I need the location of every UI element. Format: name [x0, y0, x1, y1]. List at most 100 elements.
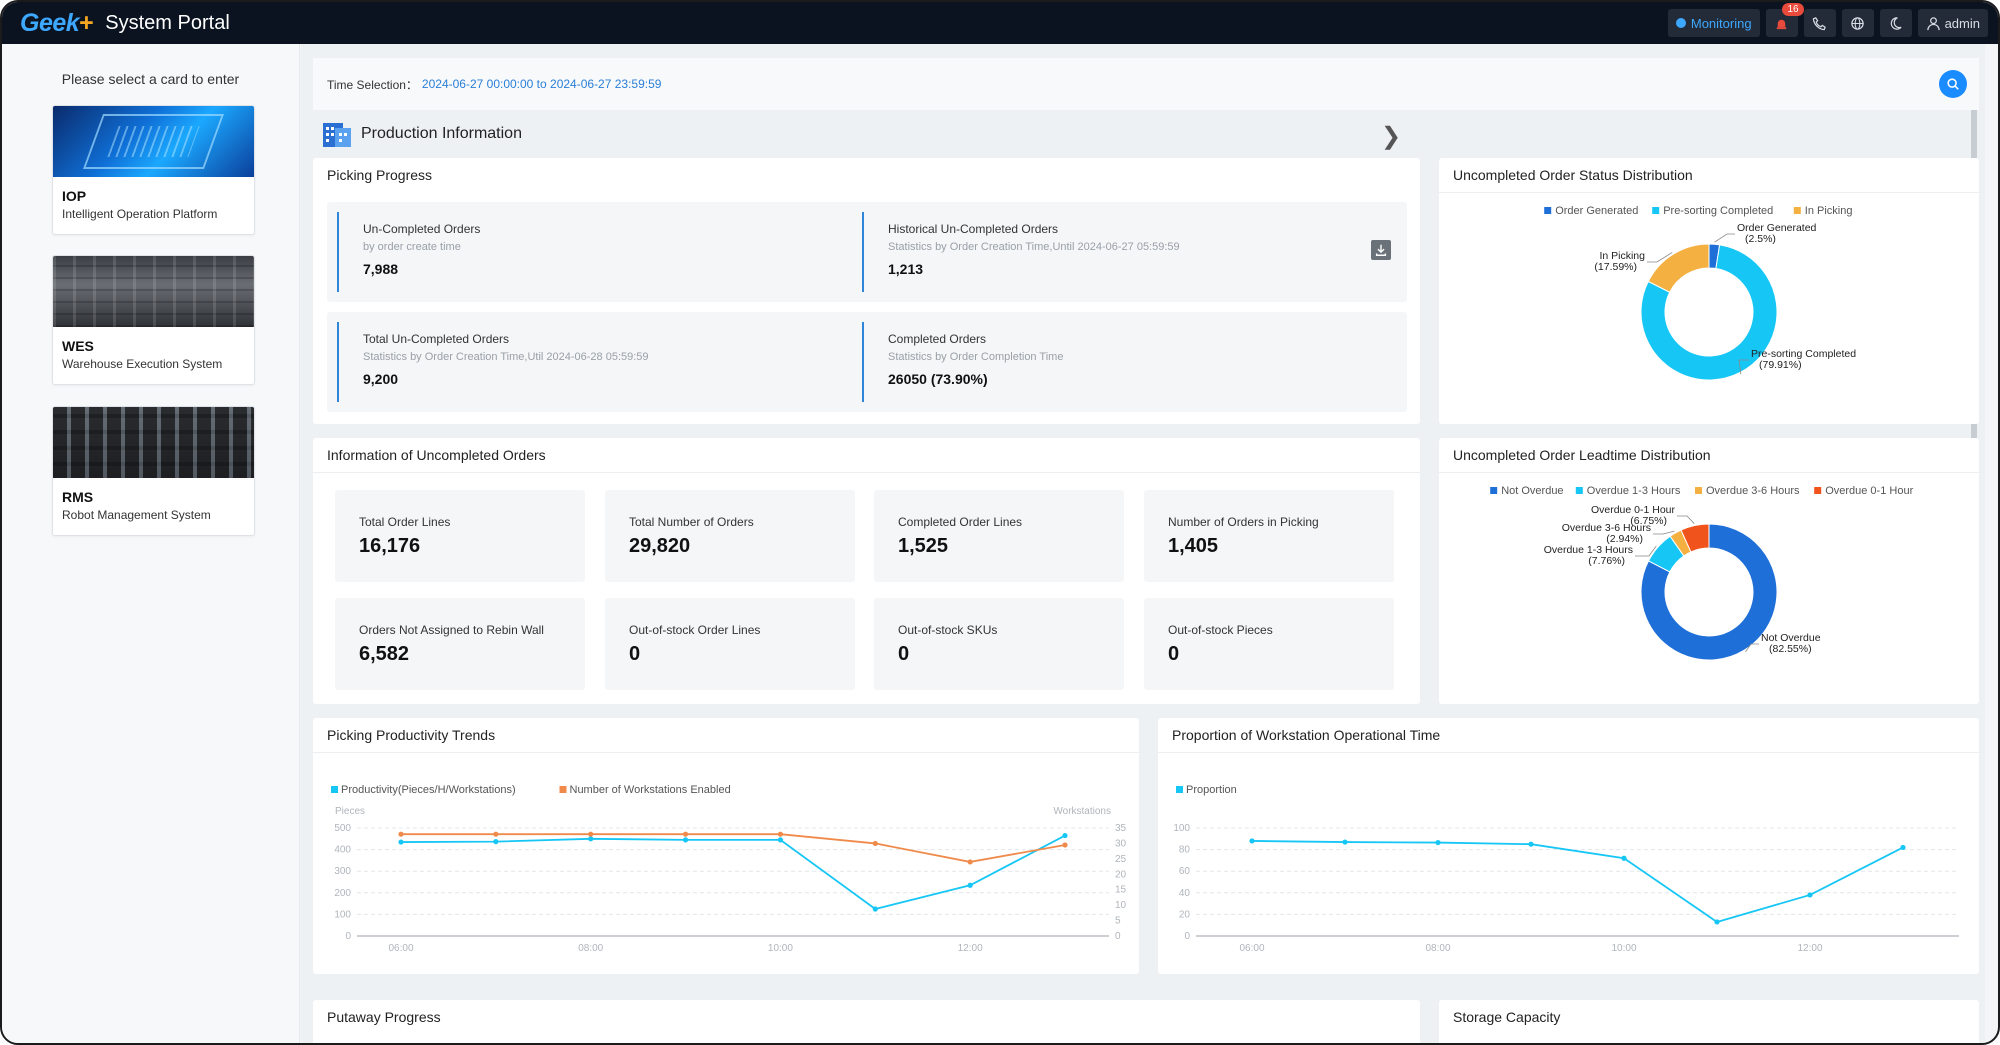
data-point[interactable]	[872, 906, 878, 912]
legend-marker[interactable]	[1695, 487, 1702, 494]
legend-marker[interactable]	[1652, 207, 1660, 214]
y2-tick-label: 15	[1115, 885, 1127, 896]
panel-title: Information of Uncompleted Orders	[327, 447, 546, 463]
data-point[interactable]	[588, 836, 594, 842]
search-button[interactable]	[1939, 70, 1967, 98]
donut-slice[interactable]	[1680, 523, 1710, 553]
stat-title: Historical Un-Completed Orders	[888, 222, 1059, 236]
leadtime-donut-chart: Not Overdue Overdue 1-3 Hours Overdue 3-6 …	[1490, 485, 1914, 661]
legend-marker[interactable]	[1814, 487, 1822, 494]
data-point[interactable]	[398, 831, 404, 837]
legend-label[interactable]: Overdue 0-1 Hour	[1825, 485, 1913, 497]
data-point[interactable]	[872, 840, 878, 847]
legend-label[interactable]: Overdue 3-6 Hours	[1706, 485, 1800, 497]
donut-slice[interactable]	[1640, 523, 1778, 661]
data-point[interactable]	[1621, 855, 1627, 861]
slice-label: Overdue 3-6 Hours	[1562, 522, 1651, 534]
data-point[interactable]	[1062, 832, 1068, 839]
time-selection-value[interactable]: 2024-06-27 00:00:00 to 2024-06-27 23:59:…	[421, 77, 662, 91]
data-point[interactable]	[1528, 841, 1534, 847]
data-point[interactable]	[967, 859, 973, 865]
legend-marker[interactable]	[1575, 487, 1583, 494]
data-point[interactable]	[777, 831, 784, 837]
slice-percent: (7.76%)	[1588, 555, 1625, 567]
stat-historical-uncompleted: Historical Un-Completed Orders Statistic…	[862, 212, 1382, 292]
data-point[interactable]	[1807, 892, 1813, 898]
legend-label[interactable]: Overdue 1-3 Hours	[1587, 485, 1681, 497]
panel-divider	[313, 752, 1139, 753]
metric-value: 16,176	[359, 535, 421, 557]
proportion-panel: Proportion of Workstation Operational Ti…	[1158, 718, 1979, 974]
phone-button[interactable]	[1803, 9, 1836, 37]
donut-slice[interactable]	[1647, 243, 1710, 293]
chevron-right-icon[interactable]: ❯	[1381, 123, 1402, 150]
label-leader	[1647, 252, 1673, 263]
legend-marker[interactable]	[1544, 207, 1552, 214]
picking-progress-row: Un-Completed Orders by order create time…	[327, 202, 1407, 302]
app-title: System Portal	[105, 11, 230, 34]
legend-marker[interactable]	[1176, 786, 1183, 793]
legend-label[interactable]: In Picking	[1805, 205, 1853, 217]
theme-toggle-button[interactable]	[1879, 9, 1912, 37]
metric-total-orders: Total Number of Orders 29,820	[605, 490, 855, 582]
slice-percent: (79.91%)	[1759, 359, 1802, 371]
user-menu-button[interactable]: admin	[1917, 9, 1988, 37]
slice-percent: (17.59%)	[1594, 261, 1637, 273]
status-distribution-panel: Uncompleted Order Status Distribution Or…	[1439, 158, 1979, 424]
donut-slice[interactable]	[1640, 244, 1778, 381]
monitoring-button[interactable]: Monitoring	[1667, 9, 1760, 37]
y-tick-label: 300	[334, 866, 351, 877]
production-info-header[interactable]: Production Information ❯	[313, 114, 1979, 154]
legend-label[interactable]: Not Overdue	[1501, 485, 1563, 497]
stat-title: Completed Orders	[888, 332, 987, 346]
panel-title: Picking Productivity Trends	[327, 727, 496, 743]
y-tick-label: 500	[334, 823, 351, 834]
metric-oos-skus: Out-of-stock SKUs 0	[874, 598, 1124, 690]
data-point[interactable]	[682, 831, 689, 837]
data-point[interactable]	[493, 831, 499, 837]
legend-label[interactable]: Number of Workstations Enabled	[570, 784, 731, 796]
legend-marker[interactable]	[331, 786, 338, 793]
slice-label: Order Generated	[1737, 222, 1817, 234]
iop-image	[53, 106, 254, 177]
series-line[interactable]	[1251, 840, 1904, 923]
metric-total-order-lines: Total Order Lines 16,176	[335, 490, 585, 582]
building-icon	[323, 123, 351, 147]
data-point[interactable]	[1714, 919, 1720, 925]
download-button[interactable]	[1371, 240, 1391, 260]
card-iop[interactable]: IOP Intelligent Operation Platform	[52, 105, 255, 235]
phone-icon	[1812, 16, 1826, 30]
language-button[interactable]	[1841, 9, 1874, 37]
data-point[interactable]	[1342, 839, 1348, 845]
y-axis-unit: Pieces	[335, 806, 365, 817]
legend-label[interactable]: Productivity(Pieces/H/Workstations)	[341, 784, 516, 796]
logo[interactable]: Geek+	[20, 8, 94, 37]
legend-marker[interactable]	[1793, 207, 1801, 214]
legend-marker[interactable]	[559, 786, 567, 793]
legend-label[interactable]: Pre-sorting Completed	[1663, 205, 1773, 217]
data-point[interactable]	[588, 831, 594, 837]
alert-count-badge: 16	[1782, 3, 1804, 16]
legend-marker[interactable]	[1490, 487, 1498, 494]
series-line[interactable]	[400, 834, 1066, 910]
data-point[interactable]	[967, 882, 973, 888]
stat-subtitle: Statistics by Order Creation Time,Util 2…	[363, 351, 649, 363]
series-line[interactable]	[401, 833, 1066, 863]
data-point[interactable]	[493, 839, 499, 845]
y2-tick-label: 25	[1115, 854, 1127, 865]
data-point[interactable]	[398, 839, 404, 845]
card-wes[interactable]: WES Warehouse Execution System	[52, 255, 255, 385]
panel-title: Storage Capacity	[1453, 1009, 1561, 1025]
legend-label[interactable]: Order Generated	[1555, 205, 1638, 217]
alert-button[interactable]: 16	[1765, 3, 1804, 37]
card-rms[interactable]: RMS Robot Management System	[52, 406, 255, 536]
data-point[interactable]	[1900, 844, 1906, 851]
data-point[interactable]	[1062, 842, 1068, 848]
data-point[interactable]	[777, 837, 784, 843]
metric-label: Total Number of Orders	[629, 515, 754, 529]
data-point[interactable]	[1435, 839, 1441, 846]
legend-label[interactable]: Proportion	[1186, 784, 1237, 796]
data-point[interactable]	[682, 837, 689, 843]
data-point[interactable]	[1249, 838, 1255, 844]
metric-value: 29,820	[629, 535, 691, 557]
